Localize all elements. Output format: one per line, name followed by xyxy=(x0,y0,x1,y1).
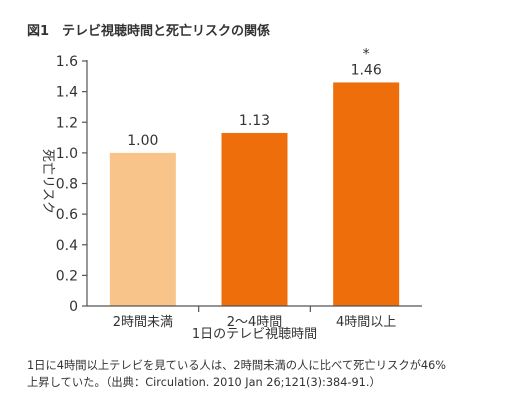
bar xyxy=(221,132,288,306)
y-tick-label: 0.6 xyxy=(56,207,78,223)
category-label: 4時間以上 xyxy=(336,315,396,330)
bar-value-label: 1.46 xyxy=(351,62,382,78)
y-tick-label: 1.0 xyxy=(56,146,78,162)
y-tick-label: 0.2 xyxy=(56,268,78,284)
data-labels: 1.00 1.13 1.46* xyxy=(127,46,382,148)
bar-value-label: 1.13 xyxy=(239,113,270,129)
y-tick-label: 0.8 xyxy=(56,177,78,193)
significance-mark: * xyxy=(363,46,370,62)
y-tick-label: 0.4 xyxy=(56,238,78,254)
figure-title: 図1 テレビ視聴時間と死亡リスクの関係 xyxy=(27,24,271,39)
caption-line-1: 1日に4時間以上テレビを見ている人は、2時間未満の人に比べて死亡リスクが46% xyxy=(27,359,447,372)
y-axis-ticks: 0 0.2 0.4 0.6 0.8 1.0 1.2 1.4 1.6 xyxy=(56,54,87,315)
figure-caption: 1日に4時間以上テレビを見ている人は、2時間未満の人に比べて死亡リスクが46% … xyxy=(27,357,497,391)
y-tick-label: 0 xyxy=(69,299,78,315)
caption-line-2: 上昇していた。（出典：Circulation. 2010 Jan 26;121(… xyxy=(27,376,381,389)
x-axis-ticks: 2時間未満 2〜4時間 4時間以上 xyxy=(113,306,396,330)
category-label: 2〜4時間 xyxy=(227,315,283,330)
x-axis-title: 1日のテレビ視聴時間 xyxy=(192,327,317,342)
bar-value-label: 1.00 xyxy=(127,133,158,149)
bar xyxy=(109,152,176,306)
bar-chart: 00.20.40.60.81.01.21.41.6 1.001.131.46* … xyxy=(40,46,422,342)
category-label: 2時間未満 xyxy=(113,315,173,330)
bar xyxy=(333,82,400,306)
y-tick-label: 1.4 xyxy=(56,85,78,101)
y-tick-label: 1.6 xyxy=(56,54,78,70)
bars xyxy=(109,82,400,306)
y-tick-label: 1.2 xyxy=(56,115,78,131)
y-axis-title: 死亡リスク xyxy=(40,149,55,214)
